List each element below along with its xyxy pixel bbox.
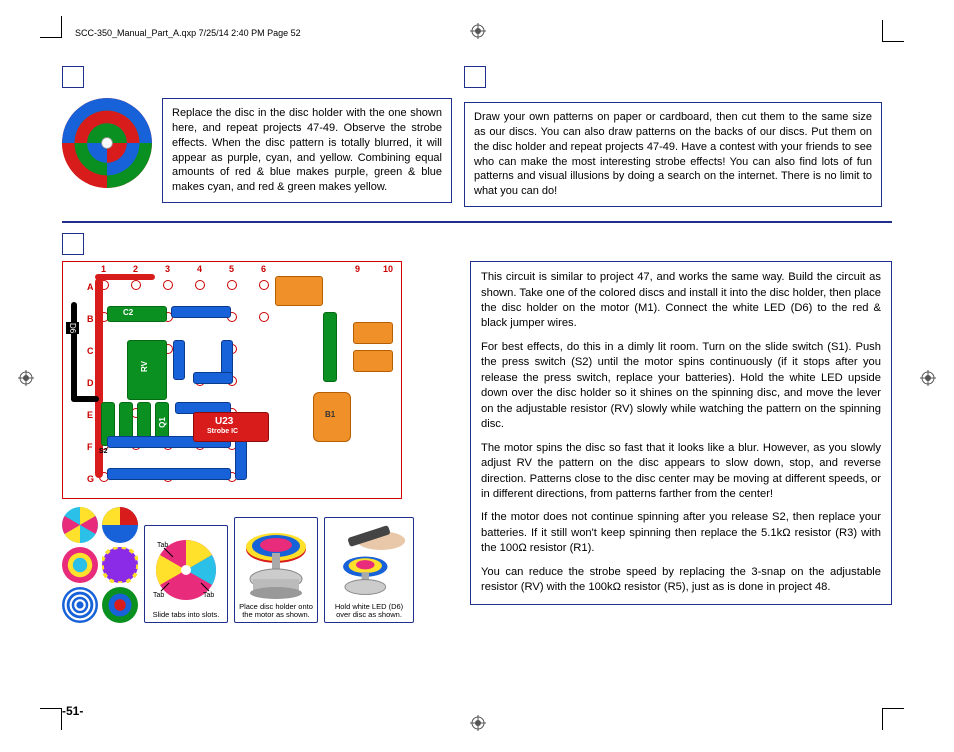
registration-mark-icon [920,370,936,391]
instructions-box: This circuit is similar to project 47, a… [470,261,892,605]
mini-disc-icon [62,587,98,623]
mini-disc-icon [102,507,138,543]
grid-row-label: A [87,282,94,292]
project-number-box [62,233,84,255]
instruction-paragraph: For best effects, do this in a dimly lit… [481,340,881,433]
blue-snap-2 [193,372,233,384]
b1-label: B1 [325,410,335,419]
battery-aa [353,350,393,372]
registration-mark-icon [470,715,486,736]
grid-row-label: G [87,474,94,484]
disc-tabs-icon: Tab Tab Tab [149,533,223,607]
black-jumper-wire [71,302,77,402]
mini-disc-icon [102,547,138,583]
blue-snap-2 [235,436,247,480]
caption-text: Hold white LED (D6) over disc as shown. [328,603,410,620]
crop-mark [40,708,62,730]
mini-disc-icon [62,507,98,543]
page-number: -51- [62,704,83,718]
top-row: Replace the disc in the disc holder with… [62,66,892,207]
battery-aa [353,322,393,344]
blue-snap-2 [173,340,185,380]
bottom-row: 1 2 3 4 5 6 9 10 A B C D E F G [62,261,892,623]
crop-mark [40,16,62,38]
mini-disc-icon [102,587,138,623]
blue-snap-3 [171,306,231,318]
grid-col-label: 3 [165,264,170,274]
project-a-text: Replace the disc in the disc holder with… [162,98,452,203]
grid-col-label: 6 [261,264,266,274]
page: SCC-350_Manual_Part_A.qxp 7/25/14 2:40 P… [0,0,954,752]
project-number-box [464,66,486,88]
pattern-disc-icon [62,98,152,188]
mini-disc-icon [62,547,98,583]
divider [62,221,892,223]
file-header: SCC-350_Manual_Part_A.qxp 7/25/14 2:40 P… [75,28,301,38]
rv-label: RV [140,361,149,372]
project-b: Draw your own patterns on paper or cardb… [464,66,882,207]
caption-tabs: Tab Tab Tab Slide tabs into slots. [144,525,228,623]
svg-text:Tab: Tab [203,592,214,599]
caption-motor: Place disc holder onto the motor as show… [234,517,318,624]
grid-col-label: 10 [383,264,393,274]
instruction-paragraph: The motor spins the disc so fast that it… [481,441,881,503]
instruction-paragraph: You can reduce the strobe speed by repla… [481,565,881,596]
caption-text: Place disc holder onto the motor as show… [238,603,314,620]
u23-label: U23 [215,416,233,427]
blue-snap-5 [107,468,231,480]
caption-text: Slide tabs into slots. [153,611,220,619]
caption-led: Hold white LED (D6) over disc as shown. [324,517,414,624]
svg-text:Tab: Tab [153,592,164,599]
c2-label: C2 [123,308,133,317]
d6-label: D6 [66,322,79,334]
instruction-paragraph: If the motor does not continue spinning … [481,510,881,556]
instruction-paragraph: This circuit is similar to project 47, a… [481,270,881,332]
svg-text:Tab: Tab [157,542,168,549]
q1-label: Q1 [158,417,167,428]
registration-mark-icon [470,23,486,44]
grid-col-label: 9 [355,264,360,274]
grid-row-label: F [87,442,93,452]
u23-sub-label: Strobe IC [207,428,238,435]
component-c2 [107,306,167,322]
circuit-column: 1 2 3 4 5 6 9 10 A B C D E F G [62,261,452,623]
led-over-disc-icon [331,523,407,601]
grid-row-label: B [87,314,94,324]
grid-row-label: C [87,346,94,356]
grid-row-label: D [87,378,94,388]
component-slide-switch [323,312,337,382]
red-jumper-wire [95,274,155,280]
project-a: Replace the disc in the disc holder with… [62,66,452,207]
project-number-box [62,66,84,88]
crop-mark [882,20,904,42]
project-b-text: Draw your own patterns on paper or cardb… [464,102,882,207]
mini-disc-grid [62,507,138,623]
grid-col-label: 2 [133,264,138,274]
content-area: Replace the disc in the disc holder with… [62,58,892,718]
registration-mark-icon [18,370,34,391]
grid-col-label: 5 [229,264,234,274]
circuit-diagram: 1 2 3 4 5 6 9 10 A B C D E F G [62,261,402,499]
thumbnail-row: Tab Tab Tab Slide tabs into slots. [62,507,452,623]
grid-row-label: E [87,410,93,420]
component-m1 [275,276,323,306]
motor-disc-icon [239,523,313,601]
grid-col-label: 4 [197,264,202,274]
grid-col-label: 1 [101,264,106,274]
s2-label: S2 [99,448,108,455]
black-jumper-wire [71,396,99,402]
